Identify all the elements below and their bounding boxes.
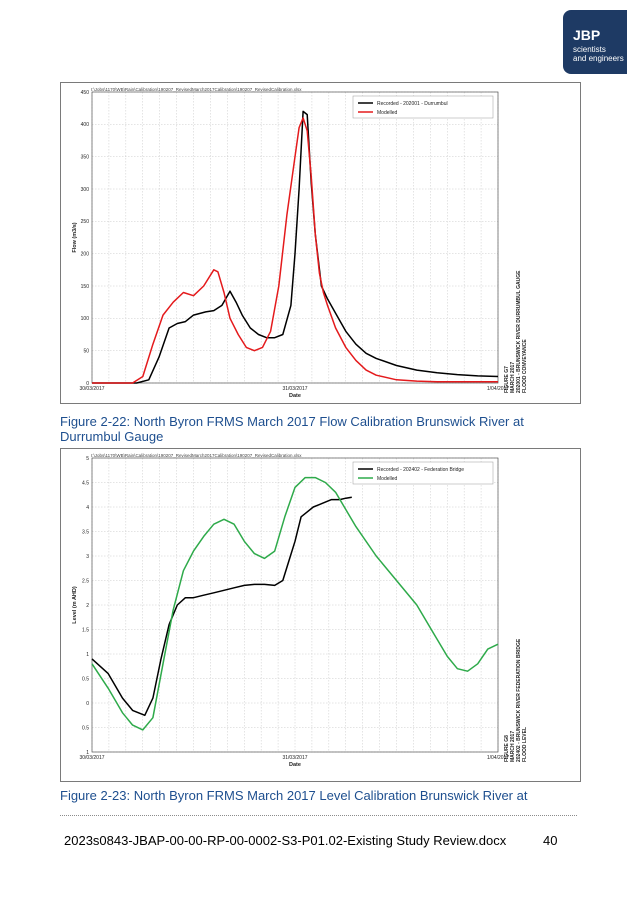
y-tick-label: 1.5 <box>82 627 89 633</box>
legend-label: Recorded - 202402 - Federation Bridge <box>377 467 464 473</box>
caption-text: Figure 2-23: North Byron FRMS March 2017… <box>60 788 528 803</box>
legend-label: Recorded - 202001 - Durrumbul <box>377 101 448 107</box>
level-calibration-figure: I:\Jobs\1170\WB\Rain\Calibration\190207_… <box>60 448 581 782</box>
y-tick-label: 450 <box>81 90 90 96</box>
y-tick-label: 4 <box>86 505 89 511</box>
y-tick-label: 400 <box>81 122 90 128</box>
x-tick-label: 31/03/2017 <box>282 755 307 761</box>
jbp-logo: JBP scientists and engineers <box>563 10 627 74</box>
figure-side-label: MARCH 2017 <box>510 362 516 393</box>
y-axis-label: Flow (m3/s) <box>72 222 78 252</box>
y-tick-label: 0 <box>86 381 89 387</box>
series-line <box>92 117 498 384</box>
y-tick-label: 1 <box>86 652 89 658</box>
logo-line2: and engineers <box>573 54 624 63</box>
figure-2-22-caption: Figure 2-22: North Byron FRMS March 2017… <box>60 414 570 444</box>
logo-brand: JBP <box>573 27 600 43</box>
y-tick-label: 2.5 <box>82 578 89 584</box>
logo-line1: scientists <box>573 45 606 54</box>
y-tick-label: 0.5 <box>82 725 89 731</box>
y-tick-label: 350 <box>81 154 90 160</box>
level-calibration-chart: I:\Jobs\1170\WB\Rain\Calibration\190207_… <box>72 453 528 768</box>
y-tick-label: 50 <box>83 348 89 354</box>
y-axis-label: Level (m AHD) <box>72 586 78 624</box>
y-tick-label: 3.5 <box>82 529 89 535</box>
y-tick-label: 1 <box>86 750 89 756</box>
y-tick-label: 250 <box>81 219 90 225</box>
x-tick-label: 31/03/2017 <box>282 386 307 392</box>
series-line <box>92 110 499 384</box>
x-tick-label: 30/03/2017 <box>79 386 104 392</box>
series-line <box>91 476 499 731</box>
footer-divider <box>60 815 577 816</box>
y-tick-label: 3 <box>86 554 89 560</box>
figure-side-label: FIGURE G7 <box>504 366 510 393</box>
caption-text: Figure 2-22: North Byron FRMS March 2017… <box>60 414 524 444</box>
x-axis-label: Date <box>289 762 301 768</box>
figure-side-label: FLOOD CONVEYANCE <box>522 339 528 393</box>
x-tick-label: 1/04/2017 <box>487 755 509 761</box>
y-tick-label: 200 <box>81 251 90 257</box>
legend-label: Modelled <box>377 476 398 482</box>
flow-calibration-chart: I:\Jobs\1170\WB\Rain\Calibration\190207_… <box>72 87 528 399</box>
y-tick-label: 0.5 <box>82 676 89 682</box>
figure-side-label: FLOOD LEVEL <box>522 727 528 762</box>
legend-box <box>352 95 494 119</box>
figure-side-label: MARCH 2017 <box>510 731 516 762</box>
y-tick-label: 150 <box>81 284 90 290</box>
y-tick-label: 4.5 <box>82 480 89 486</box>
series-line <box>91 496 352 717</box>
plot-frame <box>91 457 499 753</box>
y-tick-label: 300 <box>81 187 90 193</box>
legend-box <box>352 461 494 485</box>
x-axis-label: Date <box>289 393 301 399</box>
figure-side-label: FIGURE G8 <box>504 735 510 762</box>
plot-frame <box>91 91 499 384</box>
figure-side-label: 202402 - BRUNSWICK RIVER FEDERATION BRID… <box>516 638 522 762</box>
x-tick-label: 1/04/2017 <box>487 386 509 392</box>
figure-2-23-caption: Figure 2-23: North Byron FRMS March 2017… <box>60 788 570 803</box>
y-tick-label: 100 <box>81 316 90 322</box>
y-tick-label: 0 <box>86 701 89 707</box>
figure-side-label: 202001 - BRUNSWICK RIVER DURRUMBUL GAUGE <box>516 270 522 393</box>
y-tick-label: 2 <box>86 603 89 609</box>
page-number: 40 <box>543 833 558 848</box>
x-tick-label: 30/03/2017 <box>79 755 104 761</box>
legend-label: Modelled <box>377 110 398 116</box>
footer-doc-name: 2023s0843-JBAP-00-00-RP-00-0002-S3-P01.0… <box>64 833 507 848</box>
flow-calibration-figure: I:\Jobs\1170\WB\Rain\Calibration\190207_… <box>60 82 581 404</box>
y-tick-label: 5 <box>86 456 89 462</box>
file-path: I:\Jobs\1170\WB\Rain\Calibration\190207_… <box>91 87 302 92</box>
file-path: I:\Jobs\1170\WB\Rain\Calibration\190207_… <box>91 453 302 458</box>
